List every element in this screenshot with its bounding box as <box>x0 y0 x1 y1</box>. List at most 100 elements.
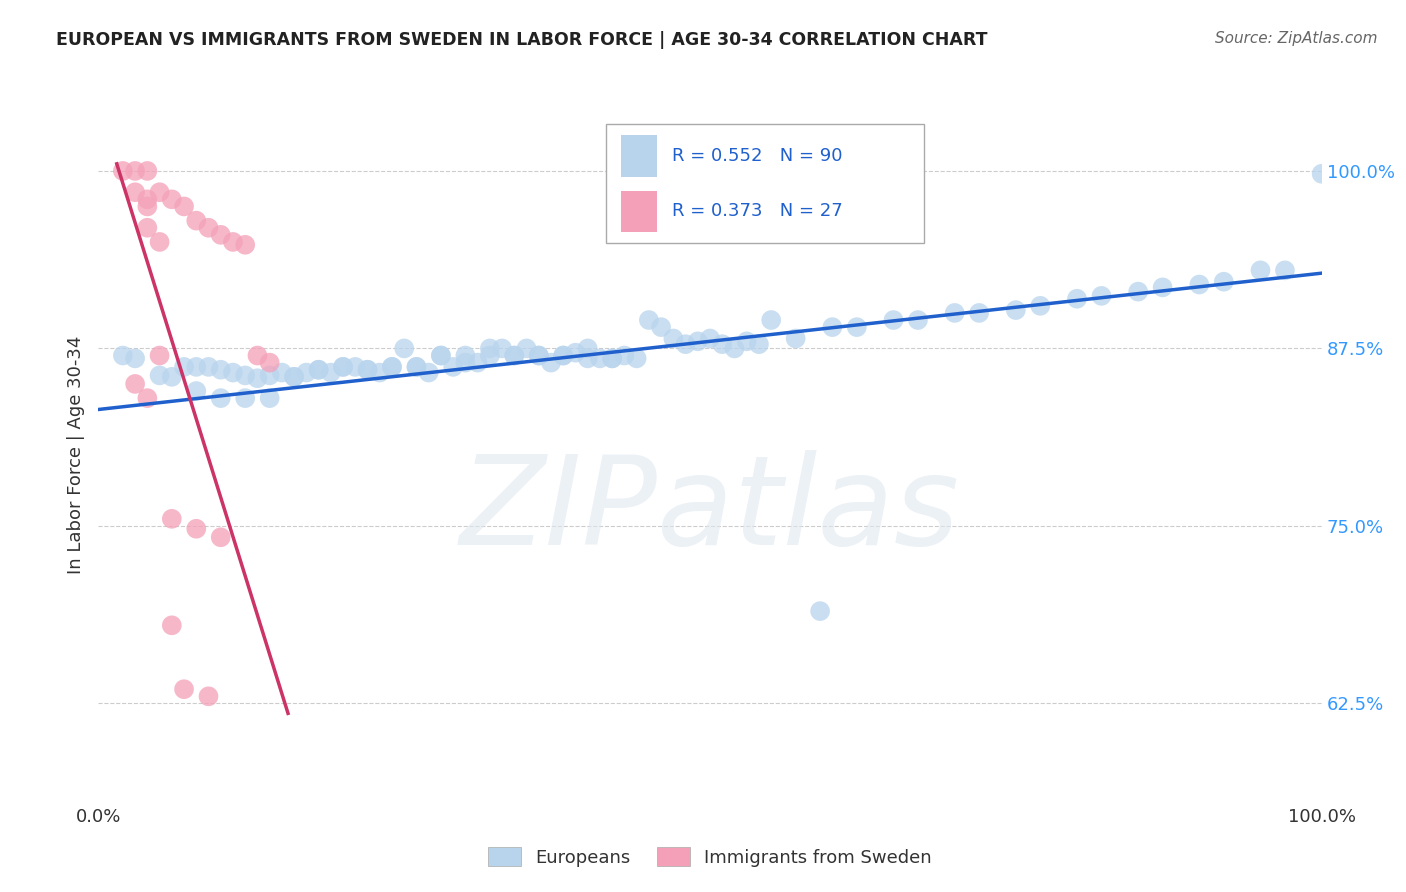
Point <box>527 349 550 363</box>
Point <box>785 331 807 345</box>
Point <box>246 371 269 385</box>
Point <box>600 351 623 366</box>
Point <box>1090 289 1112 303</box>
Point <box>675 337 697 351</box>
Point <box>136 391 159 405</box>
Point <box>332 359 354 374</box>
Text: Source: ZipAtlas.com: Source: ZipAtlas.com <box>1215 31 1378 46</box>
Point <box>149 235 172 249</box>
Point <box>503 349 526 363</box>
Point <box>186 384 208 398</box>
Point <box>699 331 721 345</box>
Point <box>344 359 367 374</box>
Point <box>259 356 281 370</box>
Point <box>209 391 232 405</box>
Point <box>209 530 232 544</box>
Point <box>124 164 146 178</box>
Point <box>111 349 134 363</box>
Point <box>454 356 477 370</box>
Point <box>845 320 868 334</box>
Point <box>1310 167 1333 181</box>
Point <box>1066 292 1088 306</box>
Point <box>124 376 146 391</box>
Point <box>467 356 489 370</box>
FancyBboxPatch shape <box>606 124 924 243</box>
Point <box>1249 263 1271 277</box>
Text: R = 0.373   N = 27: R = 0.373 N = 27 <box>672 202 842 220</box>
Point <box>883 313 905 327</box>
Point <box>308 362 330 376</box>
Point <box>478 342 501 356</box>
Point <box>553 349 575 363</box>
Point <box>430 349 453 363</box>
Point <box>943 306 966 320</box>
Point <box>356 362 378 376</box>
Point <box>1212 275 1234 289</box>
Point <box>576 351 599 366</box>
Point <box>1029 299 1052 313</box>
Point <box>186 522 208 536</box>
Point <box>259 368 281 383</box>
Point <box>160 512 183 526</box>
Point <box>186 213 208 227</box>
Text: ZIPatlas: ZIPatlas <box>460 450 960 571</box>
Point <box>405 359 427 374</box>
Point <box>540 356 562 370</box>
Point <box>319 366 342 380</box>
Point <box>723 342 745 356</box>
Point <box>356 362 378 376</box>
Point <box>136 164 159 178</box>
Point <box>233 368 256 383</box>
Point <box>111 164 134 178</box>
Point <box>686 334 709 349</box>
Point <box>295 366 318 380</box>
Point <box>160 192 183 206</box>
Point <box>478 349 501 363</box>
Point <box>527 349 550 363</box>
Point <box>222 235 245 249</box>
Point <box>600 351 623 366</box>
Point <box>197 359 219 374</box>
Point <box>454 349 477 363</box>
Point <box>136 220 159 235</box>
Point <box>662 331 685 345</box>
Bar <box>620 191 658 232</box>
Point <box>418 366 440 380</box>
Point <box>637 313 661 327</box>
Point <box>748 337 770 351</box>
Point <box>283 369 305 384</box>
Point <box>613 349 636 363</box>
Point <box>1128 285 1150 299</box>
Point <box>283 369 305 384</box>
Point <box>491 342 513 356</box>
Y-axis label: In Labor Force | Age 30-34: In Labor Force | Age 30-34 <box>66 335 84 574</box>
Point <box>907 313 929 327</box>
Point <box>368 366 391 380</box>
Point <box>564 345 586 359</box>
Point <box>381 359 404 374</box>
Point <box>1188 277 1211 292</box>
Text: R = 0.552   N = 90: R = 0.552 N = 90 <box>672 147 842 165</box>
Point <box>270 366 294 380</box>
Point <box>735 334 758 349</box>
Point <box>209 227 232 242</box>
Point <box>515 342 537 356</box>
Point <box>186 359 208 374</box>
Point <box>392 342 416 356</box>
Point <box>589 351 612 366</box>
Point <box>233 391 256 405</box>
Point <box>149 186 172 200</box>
Point <box>136 199 159 213</box>
Point <box>197 220 219 235</box>
Legend: Europeans, Immigrants from Sweden: Europeans, Immigrants from Sweden <box>481 840 939 874</box>
Point <box>711 337 734 351</box>
Point <box>160 618 183 632</box>
Point <box>553 349 575 363</box>
Point <box>808 604 831 618</box>
Point <box>967 306 990 320</box>
Point <box>441 359 464 374</box>
Point <box>149 349 172 363</box>
Point <box>209 362 232 376</box>
Point <box>124 351 146 366</box>
Point <box>503 349 526 363</box>
